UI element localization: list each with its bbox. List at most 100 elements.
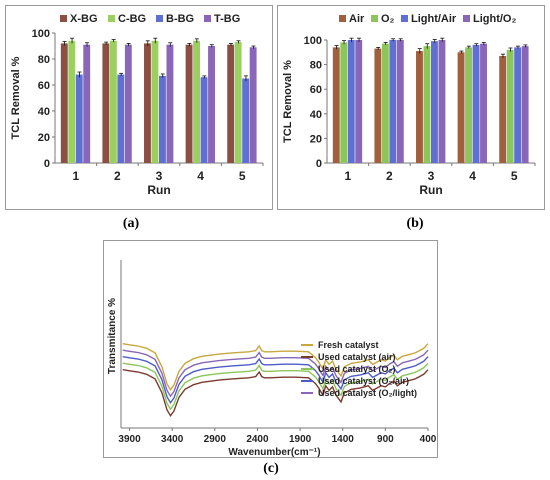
bar (506, 49, 514, 164)
bar (249, 47, 257, 163)
y-axis-label: Transmitance % (107, 298, 118, 374)
panel-b-caption: (b) (406, 216, 424, 231)
x-tick-label: 1900 (289, 434, 312, 445)
x-tick-label: 1 (344, 169, 351, 183)
y-tick-label: 100 (32, 28, 50, 40)
legend-swatch (371, 15, 378, 22)
x-tick-label: 4 (197, 169, 204, 183)
bar (227, 44, 235, 164)
legend-label: Used catalyst (O₂/light) (318, 388, 417, 398)
x-tick-label: 3 (156, 169, 163, 183)
panel-a-frame (5, 5, 273, 210)
bar (355, 40, 363, 163)
legend-label: Used catalyst (air) (318, 352, 396, 362)
bar (347, 40, 355, 163)
x-tick-label: 3 (428, 169, 435, 183)
panel-a-caption: (a) (122, 216, 140, 231)
legend-swatch (339, 15, 346, 22)
bar (438, 40, 446, 163)
bar (102, 43, 110, 163)
y-tick-label: 40 (38, 106, 50, 118)
y-tick-label: 100 (304, 35, 322, 47)
x-tick-label: 1400 (332, 434, 355, 445)
y-tick-label: 20 (38, 132, 50, 144)
bar (109, 40, 117, 163)
legend-label: Air (349, 13, 365, 25)
bar (514, 47, 522, 163)
x-tick-label: 2 (386, 169, 393, 183)
legend-label: O₂ (381, 13, 395, 25)
bar (431, 41, 438, 164)
legend-swatch (463, 15, 470, 22)
y-axis-label: TCL Removal % (10, 56, 22, 139)
spectrum-line (122, 369, 429, 417)
bar (166, 44, 174, 164)
bar (472, 44, 480, 163)
chart-c: 3900 3400 2900 2400 1900 1400 900 400 Wavenumber… (107, 260, 437, 458)
bar (465, 47, 472, 163)
x-tick-label: 2900 (204, 434, 227, 445)
bar (242, 78, 250, 163)
chart-b: Air O₂ Light/Air Light/O₂ 0 20 40 60 80 100 TCL Re… (282, 13, 536, 197)
bar (117, 74, 125, 163)
bar (144, 43, 151, 163)
legend-swatch (108, 15, 115, 22)
legend-label: Fresh catalyst (318, 340, 379, 350)
bar (193, 40, 200, 163)
legend-swatch (204, 15, 211, 22)
y-tick-label: 0 (44, 158, 50, 170)
spectrum-line (122, 343, 429, 391)
legend-label: T-BG (214, 13, 240, 25)
panel-c-frame (103, 240, 438, 458)
x-tick-label: 4 (469, 169, 476, 183)
bar (151, 40, 159, 163)
x-tick-label: 3400 (161, 434, 184, 445)
panel-b-frame (277, 5, 545, 210)
legend-label: Used catalyst (O₂/air) (318, 376, 409, 386)
panel-c-caption: (c) (263, 461, 279, 476)
legend-label: C-BG (118, 13, 146, 25)
x-tick-label: 2400 (246, 434, 269, 445)
bar (381, 43, 389, 163)
x-tick-label: 3900 (118, 434, 141, 445)
x-tick-label: 400 (420, 434, 437, 445)
bar (389, 40, 397, 163)
legend-swatch (156, 15, 163, 22)
x-axis-label: Run (419, 183, 442, 197)
bar (416, 51, 423, 163)
bar (332, 47, 340, 163)
spectrum-line (122, 362, 429, 411)
bar (234, 42, 242, 163)
legend-swatch (60, 15, 67, 22)
x-axis-label: Run (147, 183, 170, 197)
bar (374, 48, 382, 163)
y-axis-label: TCL Removal % (282, 60, 294, 143)
bar (499, 55, 507, 163)
y-tick-label: 80 (310, 60, 322, 72)
legend-label: Light/Air (411, 13, 457, 25)
x-tick-label: 2 (114, 169, 121, 183)
legend-label: Light/O₂ (473, 13, 516, 25)
bar (396, 40, 404, 163)
x-tick-label: 5 (239, 169, 246, 183)
x-axis-label: Wavenumber(cm⁻¹) (228, 447, 320, 458)
bar (521, 46, 529, 163)
y-tick-label: 60 (310, 84, 322, 96)
bar (83, 44, 91, 164)
bar (200, 77, 208, 163)
bar (124, 44, 132, 164)
legend-label: X-BG (70, 13, 98, 25)
y-tick-label: 0 (316, 158, 322, 170)
chart-a: X-BG C-BG B-BG T-BG 0 20 40 60 80 100 TCL Removal … (10, 13, 264, 197)
bar (185, 44, 193, 164)
bar (423, 46, 431, 163)
bar (208, 46, 215, 163)
x-tick-label: 1 (72, 169, 79, 183)
y-tick-label: 60 (38, 80, 50, 92)
x-tick-label: 900 (377, 434, 394, 445)
legend-swatch (401, 15, 408, 22)
y-tick-label: 20 (310, 133, 322, 145)
spectrum-line (122, 349, 429, 398)
bar (457, 52, 465, 163)
legend-label: Used catalyst (O₂) (318, 364, 396, 374)
